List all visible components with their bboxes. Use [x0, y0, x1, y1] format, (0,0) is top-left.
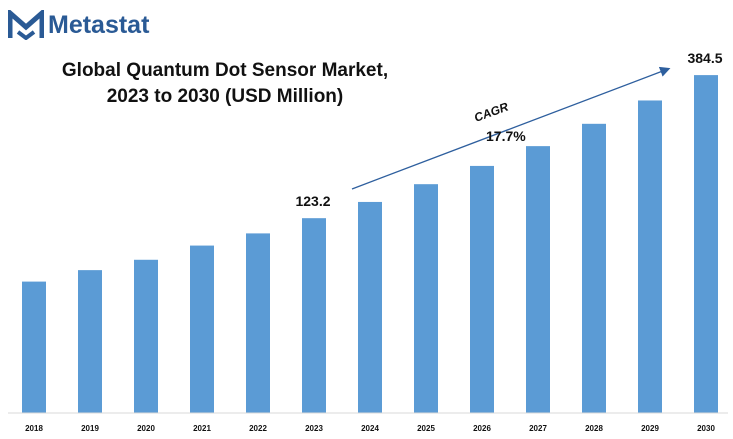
bar-2018 [22, 281, 46, 413]
x-tick-label-2024: 2024 [361, 424, 379, 433]
x-tick-label-2018: 2018 [25, 424, 43, 433]
x-tick-label-2021: 2021 [193, 424, 211, 433]
chart-title: Global Quantum Dot Sensor Market, 2023 t… [40, 58, 410, 110]
data-label-2030: 384.5 [687, 50, 722, 66]
bar-2027 [526, 146, 550, 413]
logo: Metastat [8, 10, 149, 40]
x-tick-label-2030: 2030 [697, 424, 715, 433]
bar-2024 [358, 201, 382, 413]
bar-2026 [470, 165, 494, 413]
x-tick-label-2019: 2019 [81, 424, 99, 433]
cagr-value: 17.7% [486, 128, 526, 144]
bar-2019 [78, 270, 102, 413]
x-tick-label-2025: 2025 [417, 424, 435, 433]
bar-2030 [694, 75, 718, 414]
x-tick-label-2029: 2029 [641, 424, 659, 433]
bar-2020 [134, 259, 158, 413]
bar-2029 [638, 100, 662, 414]
x-tick-label-2028: 2028 [585, 424, 603, 433]
x-tick-label-2023: 2023 [305, 424, 323, 433]
chart-title-line-1: Global Quantum Dot Sensor Market, [61, 60, 389, 81]
x-tick-label-2020: 2020 [137, 424, 155, 433]
cagr-label: CAGR [472, 99, 510, 124]
x-tick-label-2026: 2026 [473, 424, 491, 433]
chart-title-line-2: 2023 to 2030 (USD Million) [106, 86, 344, 107]
bar-2021 [190, 245, 214, 413]
x-tick-label-2027: 2027 [529, 424, 547, 433]
logo-text: Metastat [48, 10, 150, 39]
cagr-arrow [351, 66, 671, 190]
bar-2022 [246, 233, 270, 413]
metastat-m-logo-icon [8, 10, 44, 40]
bar-2025 [414, 184, 438, 413]
x-tick-label-2022: 2022 [249, 424, 267, 433]
data-label-2023: 123.2 [295, 193, 330, 209]
bar-2023 [302, 218, 326, 413]
bar-2028 [582, 123, 606, 413]
